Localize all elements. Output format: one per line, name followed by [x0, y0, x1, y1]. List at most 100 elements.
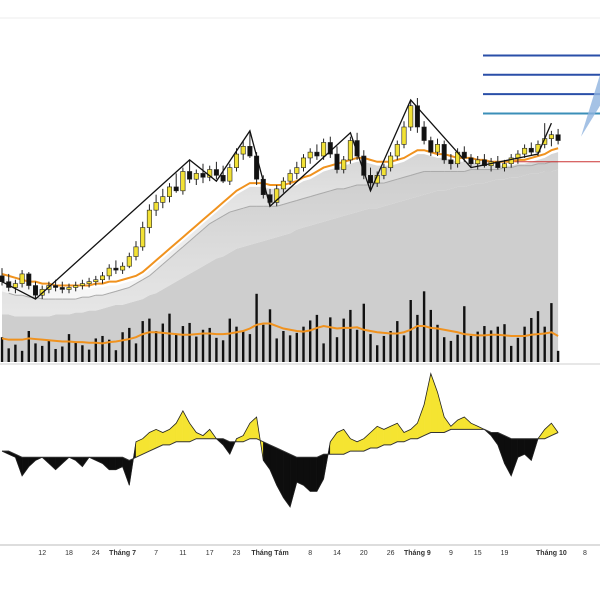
- candle-body: [187, 171, 193, 180]
- volume-bar: [188, 322, 191, 362]
- candle-body: [481, 159, 487, 166]
- candle-body: [220, 175, 226, 182]
- volume-bar: [20, 350, 24, 362]
- volume-bar: [221, 340, 225, 362]
- x-tick-label: 14: [333, 550, 341, 557]
- candle-body: [448, 159, 454, 165]
- candle-body: [522, 147, 528, 155]
- volume-bar: [87, 349, 91, 362]
- volume-bar: [181, 326, 185, 362]
- oscillator-positive-area: [377, 425, 385, 449]
- volume-bar: [114, 350, 118, 362]
- band-upper-line: [289, 199, 297, 203]
- x-tick-label: 12: [38, 550, 46, 557]
- band-upper-line: [162, 258, 170, 265]
- band-upper-line: [88, 294, 96, 298]
- band-upper-line: [397, 176, 405, 180]
- band-upper-line: [296, 198, 304, 201]
- x-tick-label: Tháng 10: [536, 550, 567, 557]
- candle-body: [133, 246, 139, 257]
- band-upper-line: [175, 246, 184, 254]
- band-upper-line: [323, 190, 331, 194]
- band-upper-line: [216, 215, 224, 221]
- candle-body: [79, 283, 85, 286]
- candle-body: [113, 267, 119, 271]
- candle-body: [421, 126, 427, 141]
- band-upper-line: [75, 296, 83, 300]
- volume-bar: [536, 311, 540, 362]
- band-upper-line: [276, 203, 284, 207]
- volume-bar: [208, 327, 211, 362]
- volume-bar: [148, 318, 151, 362]
- x-tick-label: 9: [449, 550, 453, 557]
- candle-body: [73, 285, 79, 288]
- candle-body: [12, 283, 18, 288]
- zigzag-line: [1, 98, 552, 300]
- band-upper-line: [410, 172, 418, 176]
- candle-body: [173, 186, 179, 192]
- volume-bar: [309, 320, 312, 362]
- candle-body: [200, 173, 206, 178]
- candle-body: [140, 227, 146, 248]
- candle-body: [528, 147, 534, 153]
- volume-bar: [523, 326, 526, 362]
- volume-bar: [389, 331, 392, 362]
- band-upper-line: [511, 165, 519, 169]
- candle-body: [501, 163, 507, 168]
- volume-bar: [496, 326, 499, 362]
- band-upper-line: [182, 240, 190, 248]
- volume-bar: [168, 313, 171, 362]
- candle-body: [508, 157, 514, 165]
- volume-bar: [476, 331, 479, 362]
- projection-wedge: [581, 74, 600, 137]
- candle-body: [240, 146, 246, 155]
- band-upper-line: [115, 288, 123, 292]
- candle-body: [555, 134, 561, 141]
- candle-body: [193, 173, 199, 180]
- band-upper-line: [122, 286, 130, 290]
- volume-bar: [376, 345, 379, 362]
- oscillator-layer: [1, 372, 559, 508]
- volume-bar: [248, 334, 252, 362]
- volume-bar: [94, 338, 97, 362]
- x-tick-label: 26: [387, 550, 395, 557]
- x-tick-label: 19: [501, 550, 509, 557]
- volume-bar: [54, 348, 57, 362]
- volume-bar: [67, 334, 71, 362]
- volume-bar: [195, 336, 198, 362]
- lower-band-fill: [2, 169, 559, 362]
- candle-body: [280, 180, 286, 190]
- candle-body: [408, 105, 414, 128]
- volume-bar: [47, 340, 51, 362]
- volume-bar: [34, 343, 37, 362]
- candle-body: [388, 155, 394, 168]
- x-tick-label: 17: [206, 550, 214, 557]
- x-tick-label: 24: [92, 550, 100, 557]
- candle-body: [146, 209, 152, 228]
- candle-body: [334, 153, 340, 170]
- candle-body: [86, 281, 92, 284]
- oscillator-positive-area: [336, 429, 344, 455]
- band-upper-line: [383, 180, 391, 184]
- volume-bar: [355, 329, 359, 362]
- candle-body: [153, 202, 159, 211]
- volume-bar: [483, 326, 486, 362]
- volume-bar: [302, 326, 305, 362]
- volume-bar: [74, 342, 77, 362]
- volume-bar: [409, 300, 412, 362]
- candle-body: [428, 140, 434, 153]
- candles-layer: [0, 98, 561, 300]
- candle-body: [106, 267, 112, 277]
- band-upper-line: [229, 209, 237, 213]
- candle-body: [126, 256, 132, 267]
- volume-bar: [134, 343, 138, 362]
- volume-average-line: [1, 322, 559, 345]
- volume-bar: [449, 340, 453, 362]
- x-tick-label: 18: [65, 550, 73, 557]
- band-upper-line: [497, 167, 505, 171]
- volume-bar: [416, 314, 419, 362]
- volume-bar: [396, 321, 399, 362]
- volume-bar: [27, 331, 30, 362]
- oscillator-positive-area: [390, 422, 398, 446]
- volume-bar: [242, 331, 245, 362]
